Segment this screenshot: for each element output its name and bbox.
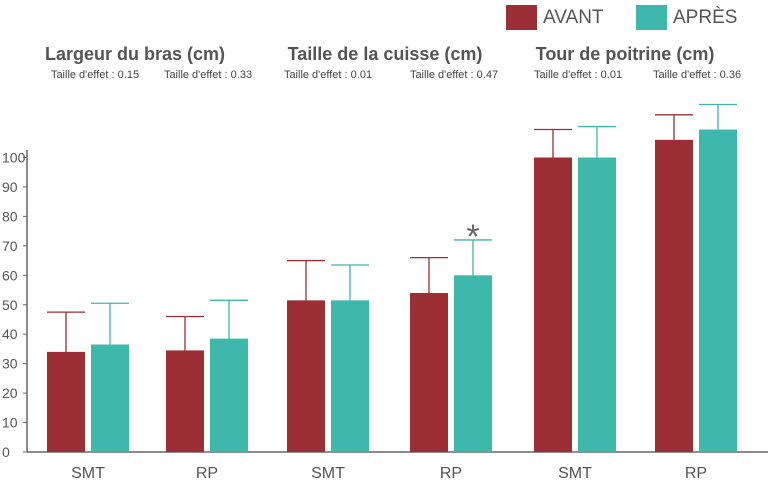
legend-label-apres: APRÈS <box>673 6 738 28</box>
effect-size-bras-rp: Taille d'effet : 0.33 <box>163 69 253 81</box>
panel-title-poitrine: Tour de poitrine (cm) <box>535 44 715 64</box>
bar-avant <box>410 292 448 452</box>
panel-title-cuisse: Taille de la cuisse (cm) <box>287 44 483 64</box>
bar-apres <box>210 338 248 452</box>
x-tick-label: SMT <box>558 465 592 480</box>
bar-apres <box>331 300 369 452</box>
legend-item-apres: APRÈS <box>636 5 737 30</box>
effect-size-poitrine-rp: Taille d'effet : 0.36 <box>652 69 742 81</box>
y-tick-label: 80 <box>2 208 18 224</box>
legend-item-avant: AVANT <box>506 5 604 30</box>
y-tick-label: 60 <box>2 267 18 283</box>
panel-title-bras: Largeur du bras (cm) <box>45 44 226 64</box>
bar-avant <box>534 157 572 452</box>
bar-avant <box>287 300 325 452</box>
bar-avant <box>166 350 204 452</box>
legend-label-avant: AVANT <box>543 6 604 28</box>
legend-swatch-avant <box>506 5 537 30</box>
x-tick-label: RP <box>440 465 462 480</box>
bar-avant <box>47 351 85 452</box>
bar-avant <box>655 139 693 452</box>
x-tick-label: RP <box>196 465 218 480</box>
effect-size-bras-smt: Taille d'effet : 0.15 <box>50 69 140 81</box>
x-tick-label: SMT <box>71 465 105 480</box>
significance-asterisk: * <box>466 218 479 256</box>
x-tick-label: RP <box>685 465 707 480</box>
effect-size-poitrine-smt: Taille d'effet : 0.01 <box>533 69 623 81</box>
bar-apres <box>454 275 492 452</box>
legend-swatch-apres <box>636 5 667 30</box>
y-tick-label: 20 <box>2 385 18 401</box>
x-tick-label: SMT <box>311 465 345 480</box>
effect-size-cuisse-smt: Taille d'effet : 0.01 <box>283 69 373 81</box>
y-tick-label: 40 <box>2 326 18 342</box>
y-tick-label: 30 <box>2 356 18 372</box>
y-tick-label: 100 <box>2 150 26 166</box>
bar-apres <box>578 157 616 452</box>
y-tick-label: 0 <box>2 444 10 460</box>
bar-apres <box>699 129 737 452</box>
y-tick-label: 90 <box>2 179 18 195</box>
effect-size-cuisse-rp: Taille d'effet : 0.47 <box>409 69 499 81</box>
y-tick-label: 50 <box>2 297 18 313</box>
y-tick-label: 70 <box>2 238 18 254</box>
y-tick-label: 10 <box>2 415 18 431</box>
bar-apres <box>91 344 129 452</box>
